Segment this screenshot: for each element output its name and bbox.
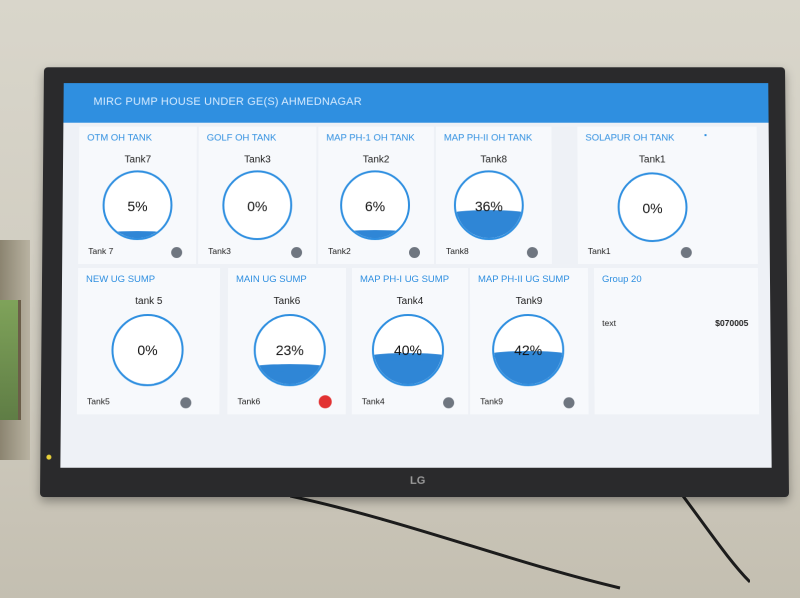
- tv-brand-logo: LG: [410, 475, 425, 487]
- group-title: MAP PH-I UG SUMP: [360, 274, 449, 285]
- tank-footer-label: Tank9: [480, 396, 503, 406]
- tank-card-main-ug-sump[interactable]: MAIN UG SUMP Tank6 23% Tank6: [227, 268, 346, 414]
- tank-name: Tank7: [79, 154, 197, 165]
- group-title: MAIN UG SUMP: [236, 274, 307, 285]
- water-fill: [104, 235, 170, 238]
- group20-value: $070005: [715, 318, 748, 328]
- tank-level-gauge: 0%: [111, 314, 184, 386]
- tank-percent: 42%: [494, 342, 562, 358]
- tank-percent: 6%: [342, 198, 408, 214]
- tank-footer-label: Tank1: [588, 246, 611, 256]
- tank-level-gauge: 42%: [492, 314, 564, 386]
- tank-name: Tank1: [577, 154, 727, 165]
- tank-footer-label: Tank5: [87, 396, 110, 406]
- tank-level-gauge: 0%: [617, 172, 687, 242]
- corner-marker: ▪: [704, 131, 707, 140]
- tank-percent: 0%: [224, 198, 290, 214]
- tank-name: Tank4: [352, 296, 468, 307]
- tank-footer-label: Tank3: [208, 246, 231, 256]
- water-fill: [456, 214, 522, 238]
- tank-name: Tank6: [228, 296, 346, 307]
- tank-name: Tank2: [318, 154, 434, 165]
- status-indicator: [527, 247, 538, 258]
- tank-level-gauge: 36%: [454, 170, 524, 240]
- tank-name: Tank9: [470, 296, 588, 307]
- status-indicator: [180, 397, 191, 408]
- tank-level-gauge: 23%: [254, 314, 326, 386]
- status-indicator: [409, 247, 420, 258]
- tank-card-new-ug-sump[interactable]: NEW UG SUMP tank 5 0% Tank5: [77, 268, 220, 414]
- tank-card-map-ph1-ug[interactable]: MAP PH-I UG SUMP Tank4 40% Tank4: [352, 268, 468, 414]
- water-fill: [256, 369, 324, 385]
- group-title: MAP PH-II UG SUMP: [478, 274, 570, 285]
- tank-level-gauge: 40%: [372, 314, 444, 386]
- tank-name: Tank8: [436, 154, 552, 165]
- dashboard-screen: MIRC PUMP HOUSE UNDER GE(S) AHMEDNAGAR O…: [60, 83, 771, 468]
- tank-level-gauge: 5%: [102, 170, 172, 240]
- group-title: MAP PH-1 OH TANK: [326, 133, 414, 144]
- tank-level-gauge: 6%: [340, 170, 410, 240]
- group-title: MAP PH-II OH TANK: [444, 133, 532, 144]
- dashboard-title: MIRC PUMP HOUSE UNDER GE(S) AHMEDNAGAR: [93, 96, 361, 108]
- group-title: SOLAPUR OH TANK: [585, 133, 674, 144]
- tank-footer-label: Tank 7: [88, 246, 113, 256]
- group-title: NEW UG SUMP: [86, 274, 155, 285]
- tank-percent: 40%: [374, 342, 442, 358]
- tank-footer-label: Tank4: [362, 396, 385, 406]
- tank-name: Tank3: [199, 154, 317, 165]
- status-indicator: [291, 247, 302, 258]
- tank-name: tank 5: [78, 296, 220, 307]
- tank-card-otm[interactable]: OTM OH TANK Tank7 5% Tank 7: [78, 127, 197, 264]
- tank-footer-label: Tank8: [446, 246, 469, 256]
- tank-card-map-ph1-oh[interactable]: MAP PH-1 OH TANK Tank2 6% Tank2: [318, 127, 434, 264]
- tank-footer-label: Tank2: [328, 246, 351, 256]
- tank-percent: 0%: [113, 342, 181, 358]
- tank-grid: OTM OH TANK Tank7 5% Tank 7 GOLF OH TANK…: [77, 127, 761, 428]
- status-indicator: [563, 397, 574, 408]
- alarm-indicator: [319, 395, 332, 408]
- tank-card-golf[interactable]: GOLF OH TANK Tank3 0% Tank3: [198, 127, 316, 264]
- power-led: [46, 455, 51, 460]
- tv-cable: [290, 492, 750, 592]
- tank-percent: 23%: [256, 342, 324, 358]
- status-indicator: [171, 247, 182, 258]
- status-indicator: [443, 397, 454, 408]
- tank-percent: 36%: [456, 198, 522, 214]
- dashboard-header: MIRC PUMP HOUSE UNDER GE(S) AHMEDNAGAR: [63, 83, 768, 123]
- water-fill: [374, 357, 442, 384]
- tank-percent: 5%: [105, 198, 171, 214]
- tank-footer-label: Tank6: [237, 396, 260, 406]
- television: MIRC PUMP HOUSE UNDER GE(S) AHMEDNAGAR O…: [40, 67, 789, 497]
- background-window: [0, 300, 21, 420]
- water-fill: [342, 234, 408, 238]
- tank-card-map-ph2-oh[interactable]: MAP PH-II OH TANK Tank8 36% Tank8: [436, 127, 552, 264]
- group20-card[interactable]: Group 20 text $070005: [594, 268, 759, 414]
- group20-label: text: [602, 318, 616, 328]
- water-fill: [494, 356, 562, 385]
- tank-card-solapur[interactable]: SOLAPUR OH TANK ▪ Tank1 0% Tank1: [577, 127, 757, 264]
- status-indicator: [681, 247, 692, 258]
- group-title: OTM OH TANK: [87, 133, 152, 144]
- tank-level-gauge: 0%: [222, 170, 292, 240]
- group-title: GOLF OH TANK: [207, 133, 277, 144]
- tank-percent: 0%: [620, 200, 686, 216]
- tank-card-map-ph2-ug[interactable]: MAP PH-II UG SUMP Tank9 42% Tank9: [470, 268, 589, 414]
- group-title: Group 20: [602, 274, 642, 285]
